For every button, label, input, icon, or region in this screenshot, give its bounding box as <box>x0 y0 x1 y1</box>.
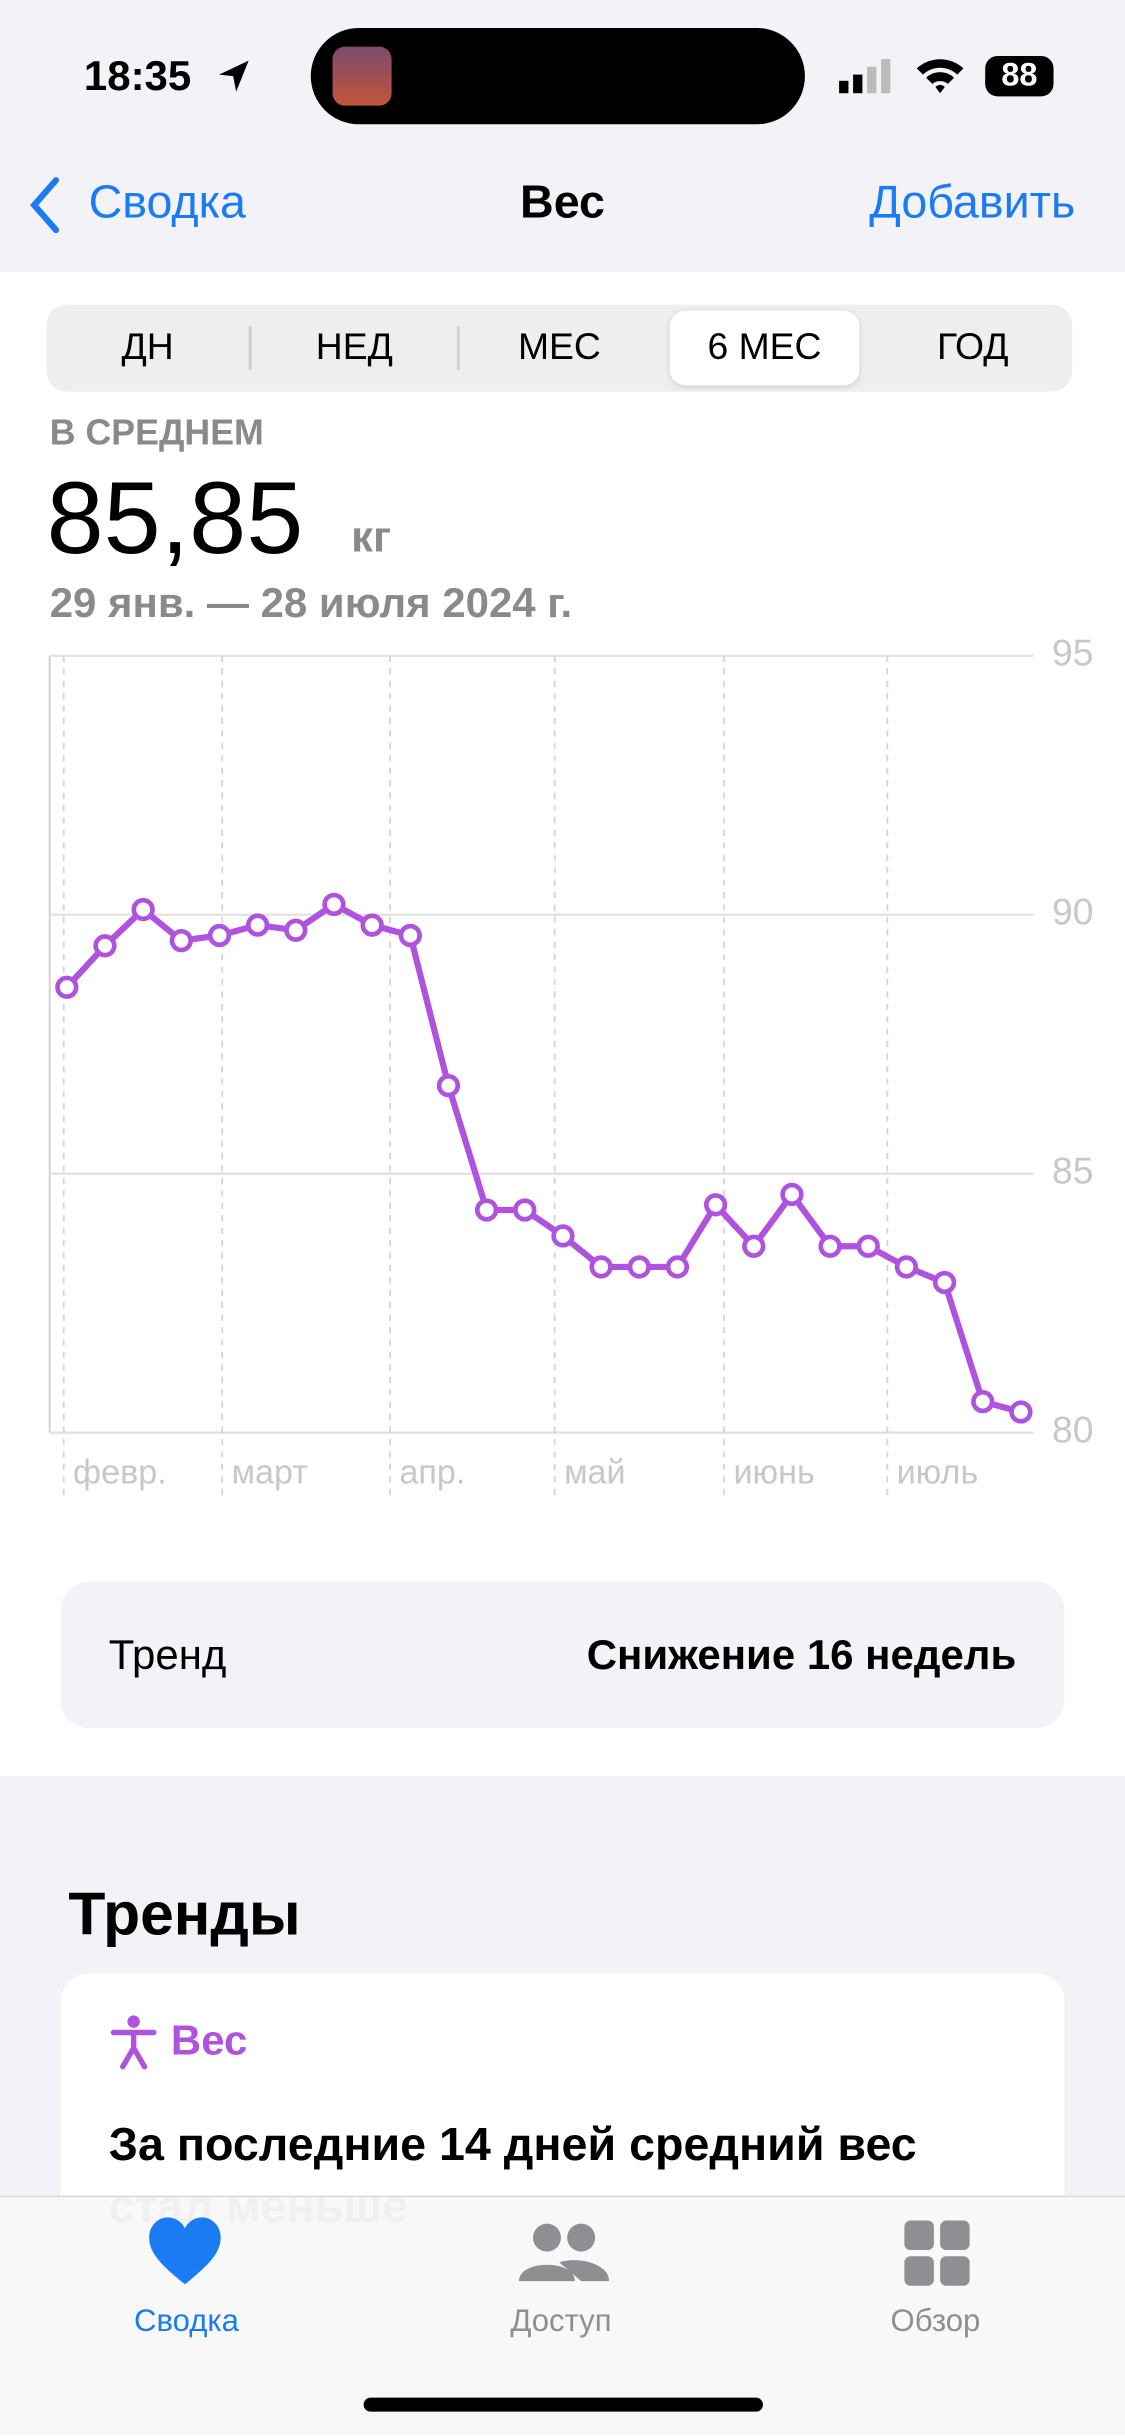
data-point <box>856 1234 880 1258</box>
y-tick-label: 85 <box>1052 1150 1093 1192</box>
card-text: За последние 14 дней средний вес <box>108 2119 917 2171</box>
data-point <box>322 892 346 917</box>
y-tick-label: 80 <box>1052 1409 1093 1451</box>
data-point <box>55 975 79 999</box>
data-point <box>665 1255 690 1279</box>
y-tick-label: 90 <box>1052 891 1093 933</box>
tab-label[interactable]: Доступ <box>510 2304 612 2339</box>
tab-icon-sharing[interactable] <box>513 2219 612 2287</box>
trend-label: Тренд <box>108 1631 227 1679</box>
tab-label[interactable]: Сводка <box>133 2304 239 2339</box>
x-tick-label: апр. <box>399 1454 465 1492</box>
data-point <box>627 1255 651 1279</box>
segment-divider <box>456 326 460 370</box>
tab-icon-browse[interactable] <box>903 2219 971 2287</box>
data-point <box>894 1255 919 1279</box>
tab-label[interactable]: Обзор <box>890 2304 981 2339</box>
dynamic-island <box>310 27 805 125</box>
data-point <box>513 1198 537 1222</box>
x-tick-label: май <box>564 1454 626 1492</box>
date-range: 29 янв. — 28 июля 2024 г. <box>49 579 573 627</box>
data-point <box>971 1389 995 1414</box>
wifi-icon <box>916 59 964 94</box>
trend-card[interactable] <box>60 1581 1065 1728</box>
segment[interactable]: НЕД <box>315 326 393 369</box>
data-point <box>93 934 117 958</box>
data-point <box>742 1234 766 1258</box>
data-point <box>589 1255 613 1279</box>
data-point <box>436 1074 461 1098</box>
segment[interactable]: 6 МЕС <box>707 326 822 369</box>
nav-title: Вес <box>520 177 605 229</box>
data-point <box>284 918 308 942</box>
avg-unit: кг <box>351 512 392 561</box>
status-time: 18:35 <box>83 52 192 100</box>
segment-selected <box>669 310 860 386</box>
location-icon <box>219 60 249 92</box>
data-point <box>398 923 422 948</box>
x-tick-label: июнь <box>733 1454 814 1492</box>
data-point <box>360 913 384 937</box>
album-art <box>332 46 392 106</box>
data-point <box>1009 1400 1033 1424</box>
segment[interactable]: МЕС <box>517 326 601 369</box>
data-point <box>818 1234 842 1258</box>
data-point <box>551 1224 575 1248</box>
back-button[interactable]: Сводка <box>88 177 246 229</box>
figure-icon <box>110 2015 157 2070</box>
segment-divider <box>248 326 252 370</box>
data-point <box>780 1182 804 1207</box>
segment[interactable]: ДН <box>121 326 174 369</box>
chart: 80 85 90 95 февр. март апр. май июнь июль <box>48 632 1093 1495</box>
battery: 88 <box>985 55 1054 97</box>
add-button[interactable]: Добавить <box>869 177 1076 229</box>
y-tick-label: 95 <box>1052 632 1093 674</box>
trends-heading: Тренды <box>68 1881 301 1949</box>
data-point <box>703 1193 728 1217</box>
x-tick-label: март <box>232 1454 309 1492</box>
data-point <box>207 923 232 948</box>
x-tick-label: февр. <box>73 1454 167 1492</box>
segment-control <box>46 304 1073 392</box>
data-point <box>932 1270 957 1295</box>
signal-icon <box>839 59 891 94</box>
tab-icon-summary[interactable] <box>146 2216 224 2287</box>
x-tick-label: июль <box>897 1454 979 1492</box>
home-indicator <box>363 2397 763 2412</box>
segment[interactable]: ГОД <box>936 326 1009 369</box>
back-chevron[interactable] <box>25 174 65 236</box>
data-point <box>474 1198 499 1222</box>
data-point <box>245 913 270 937</box>
data-line <box>64 901 1022 1415</box>
avg-value: 85,85 <box>46 459 304 575</box>
data-point <box>131 897 155 922</box>
trend-value: Снижение 16 недель <box>586 1631 1017 1679</box>
avg-label: В СРЕДНЕМ <box>49 411 264 453</box>
data-point <box>169 928 193 953</box>
card-title: Вес <box>170 2016 248 2064</box>
